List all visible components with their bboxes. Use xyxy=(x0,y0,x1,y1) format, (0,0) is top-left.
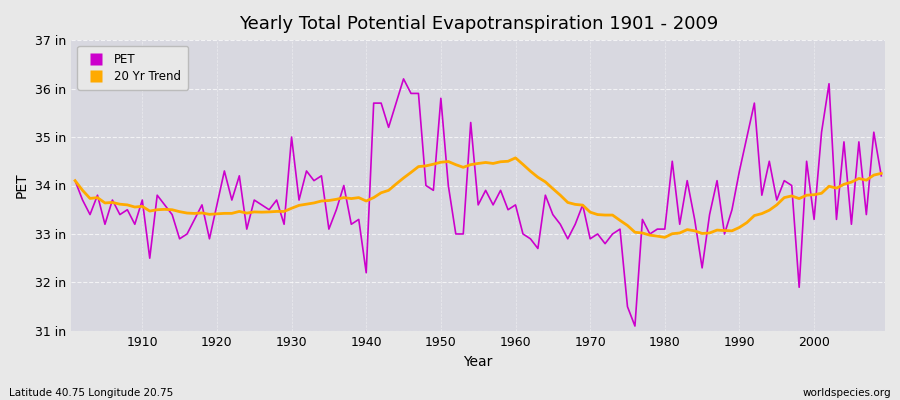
X-axis label: Year: Year xyxy=(464,355,493,369)
Text: worldspecies.org: worldspecies.org xyxy=(803,388,891,398)
Title: Yearly Total Potential Evapotranspiration 1901 - 2009: Yearly Total Potential Evapotranspiratio… xyxy=(238,15,718,33)
Text: Latitude 40.75 Longitude 20.75: Latitude 40.75 Longitude 20.75 xyxy=(9,388,173,398)
Y-axis label: PET: PET xyxy=(15,173,29,198)
Legend: PET, 20 Yr Trend: PET, 20 Yr Trend xyxy=(77,46,188,90)
